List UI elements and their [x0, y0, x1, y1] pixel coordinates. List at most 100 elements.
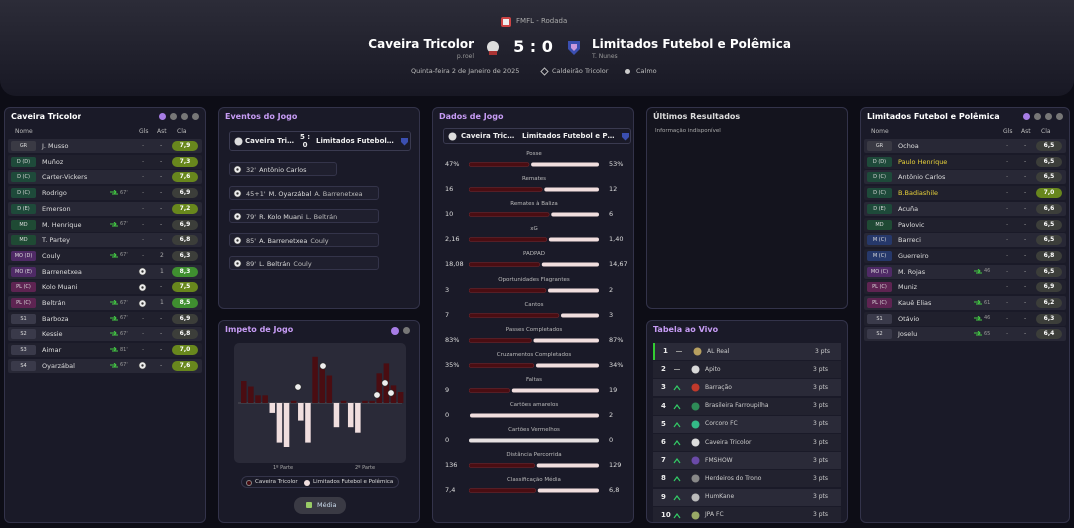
assists: - [160, 220, 163, 228]
stat-bar [469, 287, 599, 293]
player-row: MD T. Partey - - 6,8 [8, 233, 202, 248]
goals: - [1006, 330, 1009, 338]
average-button[interactable]: Média [294, 497, 346, 514]
trend-icon [673, 421, 681, 428]
player-row: S3 Aimar 81' - - 7,0 [8, 343, 202, 358]
position-badge: S1 [867, 313, 892, 324]
home-bar [469, 287, 547, 293]
stat-label: Classificação Média [507, 477, 561, 484]
player-row: PL (C) Beltrán 67' 1 8,5 [8, 296, 202, 310]
stat-label: Oportunidades Flagrantes [498, 276, 570, 283]
live-table-panel: Tabela ao Vivo 1 AL Real 3 pts 2 Apito 3 pts 3 B… [646, 320, 848, 523]
home-value: 0 [445, 411, 450, 419]
goal-icon [138, 361, 147, 370]
team-tabs: Caveira Tricolor 5 : 0 Limitados Futebol e… [229, 131, 411, 151]
legend: Caveira Tricolor Limitados Futebol e Polê… [241, 476, 399, 488]
momentum-bar [333, 403, 340, 428]
event-assist: Couly [310, 236, 329, 245]
sub-icon [974, 300, 982, 305]
stat-bar [469, 488, 599, 494]
player-name: J. Musso [42, 142, 69, 150]
position-badge: MD [867, 219, 892, 230]
event-player: M. Oyarzábal [268, 189, 312, 198]
table-row: 3 Barração 3 pts [653, 379, 841, 397]
goals: - [142, 173, 145, 181]
sub-minute: 46 [984, 315, 991, 322]
empty-message: Informação indisponível [655, 128, 721, 134]
rating-badge: 6,8 [172, 329, 198, 340]
sub-icon [110, 315, 118, 321]
team-crest [691, 474, 700, 483]
points: 3 pts [813, 511, 829, 519]
trend-up [673, 458, 681, 464]
sub-arrow [974, 315, 982, 321]
column-header: Ast [1021, 128, 1031, 135]
assists: - [160, 330, 163, 338]
rating-badge: 7,2 [172, 203, 198, 214]
table-position: 1 [663, 347, 668, 355]
assists: - [160, 189, 163, 197]
goal-icon [233, 260, 242, 268]
trend-up [673, 440, 681, 446]
player-name: Oyarzábal [42, 361, 75, 370]
page-dot [170, 113, 177, 120]
sub-icon [110, 362, 118, 368]
goals: - [1006, 299, 1009, 306]
rating-badge: 7,0 [172, 345, 198, 356]
goals: - [142, 157, 145, 165]
assists: - [1024, 330, 1027, 338]
ball-patch [141, 364, 144, 367]
away-value: 53% [609, 160, 624, 168]
points: 3 pts [813, 402, 829, 410]
stat-bar [469, 337, 599, 343]
column-header: Cla [1041, 128, 1051, 135]
player-name: Kessie [42, 330, 63, 339]
rating-badge: 6,6 [1036, 203, 1062, 214]
stat-label: Cruzamentos Completados [496, 351, 572, 358]
crest [691, 420, 700, 429]
assists: - [1024, 314, 1027, 322]
stat-bar [469, 363, 599, 368]
position-badge: D (C) [867, 188, 892, 199]
assists: - [160, 346, 163, 354]
sub-icon [110, 300, 118, 305]
crest [691, 456, 700, 465]
home-lineup-panel: Caveira Tricolor Nome Gls Ast Cla GR J. Musso -… [4, 107, 206, 523]
page-dot [181, 113, 188, 120]
home-value: 0 [445, 436, 450, 445]
rating-badge: 6,5 [1036, 156, 1062, 167]
stat-label: Posse [526, 151, 542, 157]
momentum-bar [397, 392, 404, 403]
player-name: Paulo Henrique [898, 157, 948, 166]
away-value: 1,40 [609, 235, 624, 244]
rating-badge: 7,0 [1036, 188, 1062, 199]
match-date: Quinta-feira 2 de Janeiro de 2025 [411, 67, 520, 75]
rating-badge: 7,9 [172, 141, 198, 151]
home-value: 7,4 [445, 486, 456, 495]
event-minute: 45+1' [246, 189, 266, 198]
crest [691, 383, 700, 392]
sub-minute: 65 [984, 330, 991, 337]
rating-badge: 6,8 [1036, 250, 1062, 261]
away-value: 12 [609, 185, 618, 194]
away-team: Limitados Futebol e Polêmica [592, 37, 791, 51]
position-badge: S4 [11, 360, 36, 371]
points: 3 pts [813, 456, 829, 464]
trend-icon [673, 512, 681, 519]
event-assist: L. Beltrán [305, 213, 338, 222]
team-crest [691, 420, 700, 429]
team-name: Apito [705, 365, 721, 373]
player-row: D (C) Carter-Vickers - - 7,6 [8, 170, 202, 185]
page-dot [391, 327, 399, 335]
page-dot [403, 327, 410, 334]
player-name: T. Partey [42, 236, 71, 245]
home-bar [469, 312, 560, 318]
match-header: FMFL - Rodada Caveira Tricolor p.roel 5 … [0, 0, 1074, 96]
home-value: 3 [445, 285, 450, 294]
goal-icon [233, 165, 242, 174]
stat-label: Remates à Baliza [510, 201, 558, 208]
team-name: Barração [705, 383, 732, 391]
crest [691, 493, 700, 502]
assists: - [1024, 189, 1027, 197]
sub-minute: 81' [120, 346, 128, 353]
